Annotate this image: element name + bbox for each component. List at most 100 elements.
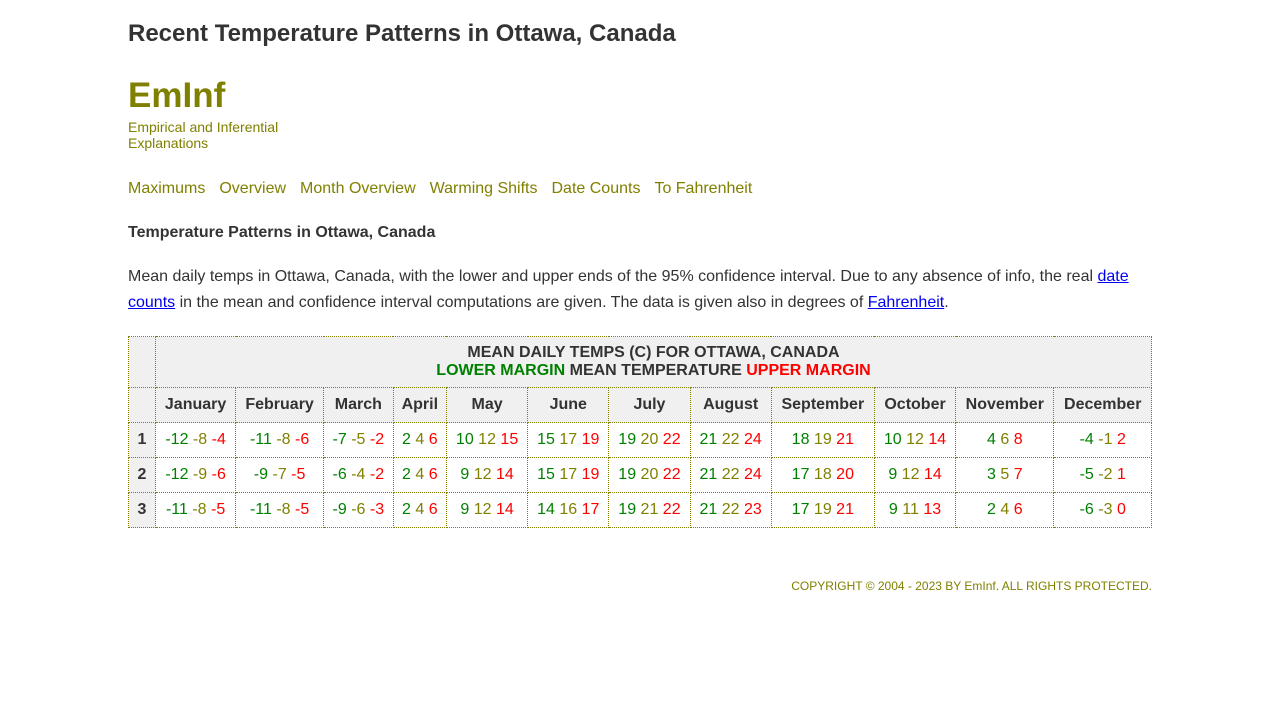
mean-value: 21 <box>640 501 659 518</box>
lower-value: -7 <box>332 431 347 448</box>
lower-value: -11 <box>249 501 272 518</box>
month-header: April <box>392 387 447 423</box>
temp-cell: 10 12 14 <box>873 422 957 458</box>
lower-value: 3 <box>986 466 996 483</box>
nav-warming-shifts[interactable]: Warming Shifts <box>429 180 538 197</box>
temp-cell: 21 22 24 <box>689 457 772 493</box>
page: Recent Temperature Patterns in Ottawa, C… <box>128 0 1152 593</box>
mean-value: 4 <box>415 501 425 518</box>
temp-cell: 21 22 24 <box>689 422 772 458</box>
month-header: July <box>608 387 691 423</box>
month-header: September <box>770 387 875 423</box>
nav-date-counts[interactable]: Date Counts <box>551 180 641 197</box>
lower-value: 2 <box>402 431 411 448</box>
mean-value: -6 <box>351 501 366 518</box>
upper-value: -2 <box>369 431 385 448</box>
temp-cell: 17 19 21 <box>770 492 875 528</box>
month-header: August <box>689 387 772 423</box>
legend-mean: MEAN TEMPERATURE <box>569 362 742 379</box>
description-text: in the mean and confidence interval comp… <box>175 294 868 311</box>
temp-cell: -4 -1 2 <box>1053 422 1152 458</box>
lower-value: 9 <box>460 466 470 483</box>
upper-value: 14 <box>928 431 947 448</box>
mean-value: -3 <box>1098 501 1113 518</box>
lower-value: -12 <box>165 466 189 483</box>
nav-to-fahrenheit[interactable]: To Fahrenheit <box>654 180 753 197</box>
main-nav: Maximums Overview Month Overview Warming… <box>128 179 1152 199</box>
temp-cell: 17 18 20 <box>770 457 875 493</box>
row-label: 2 <box>128 457 156 493</box>
mean-value: 19 <box>813 501 832 518</box>
upper-value: 6 <box>1013 501 1023 518</box>
temp-cell: 2 4 6 <box>392 422 447 458</box>
temp-cell: -12 -8 -4 <box>154 422 237 458</box>
mean-value: 12 <box>906 431 924 448</box>
mean-value: 4 <box>415 431 425 448</box>
lower-value: -6 <box>332 466 347 483</box>
table-row: 1 -12 -8 -4 -11 -8 -6 -7 -5 -2 2 4 6 10 12 15… <box>128 422 1152 458</box>
row-label: 1 <box>128 422 156 458</box>
lower-value: 15 <box>537 431 555 448</box>
description: Mean daily temps in Ottawa, Canada, with… <box>128 264 1138 316</box>
temp-cell: -6 -3 0 <box>1053 492 1152 528</box>
brand-logo-text[interactable]: EmInf <box>128 76 226 115</box>
temp-cell: -12 -9 -6 <box>154 457 237 493</box>
month-header: February <box>235 387 325 423</box>
date-counts-link[interactable]: date counts <box>128 268 1129 311</box>
mean-value: -8 <box>192 501 207 518</box>
lower-value: 21 <box>699 466 718 483</box>
lower-value: 4 <box>986 431 996 448</box>
upper-value: 23 <box>743 501 762 518</box>
description-text: Mean daily temps in Ottawa, Canada, with… <box>128 268 1098 285</box>
mean-value: 4 <box>1000 501 1010 518</box>
upper-value: 24 <box>743 431 762 448</box>
mean-value: 17 <box>559 466 578 483</box>
section-title: Temperature Patterns in Ottawa, Canada <box>128 224 436 241</box>
temp-cell: 19 21 22 <box>608 492 691 528</box>
corner-cell <box>128 387 156 423</box>
upper-value: 1 <box>1116 466 1126 483</box>
lower-value: -11 <box>165 501 188 518</box>
mean-value: 22 <box>721 501 740 518</box>
mean-value: 12 <box>473 501 492 518</box>
upper-value: 6 <box>428 431 438 448</box>
lower-value: 17 <box>791 501 810 518</box>
temp-cell: -11 -8 -6 <box>235 422 325 458</box>
mean-value: -8 <box>276 431 291 448</box>
month-header: October <box>873 387 957 423</box>
lower-value: -5 <box>1079 466 1094 483</box>
upper-value: 14 <box>495 466 514 483</box>
temp-cell: 9 12 14 <box>445 492 529 528</box>
upper-value: 20 <box>836 466 854 483</box>
mean-value: 6 <box>1000 431 1010 448</box>
month-header: March <box>323 387 394 423</box>
temp-cell: -11 -8 -5 <box>154 492 237 528</box>
temp-cell: 15 17 19 <box>527 422 610 458</box>
mean-value: 4 <box>415 466 425 483</box>
month-header: December <box>1053 387 1152 423</box>
nav-overview[interactable]: Overview <box>219 180 287 197</box>
upper-value: 19 <box>581 466 600 483</box>
temp-cell: 3 5 7 <box>955 457 1055 493</box>
lower-value: 2 <box>402 466 411 483</box>
temp-cell: 15 17 19 <box>527 457 610 493</box>
mean-value: 18 <box>813 466 832 483</box>
lower-value: 18 <box>791 431 810 448</box>
upper-value: -5 <box>291 466 306 483</box>
nav-maximums[interactable]: Maximums <box>128 180 206 197</box>
temp-cell: -9 -6 -3 <box>323 492 394 528</box>
nav-month-overview[interactable]: Month Overview <box>300 180 416 197</box>
fahrenheit-link[interactable]: Fahrenheit <box>867 294 945 311</box>
lower-value: -12 <box>165 431 189 448</box>
table-caption: MEAN DAILY TEMPS (C) FOR OTTAWA, CANADA … <box>155 336 1152 388</box>
upper-value: -6 <box>295 431 310 448</box>
mean-value: -8 <box>276 501 291 518</box>
lower-value: -11 <box>249 431 272 448</box>
temp-cell: 2 4 6 <box>955 492 1055 528</box>
legend-upper: UPPER MARGIN <box>746 362 871 379</box>
month-header: November <box>955 387 1055 423</box>
upper-value: 22 <box>662 501 681 518</box>
description-text: . <box>944 294 949 311</box>
mean-value: 12 <box>901 466 920 483</box>
upper-value: 24 <box>743 466 762 483</box>
